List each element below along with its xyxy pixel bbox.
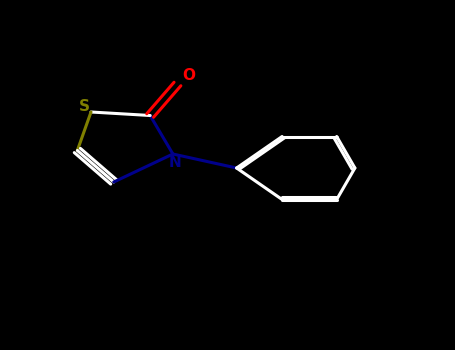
Text: N: N — [169, 155, 182, 170]
Text: S: S — [79, 99, 90, 114]
Text: O: O — [182, 68, 195, 83]
